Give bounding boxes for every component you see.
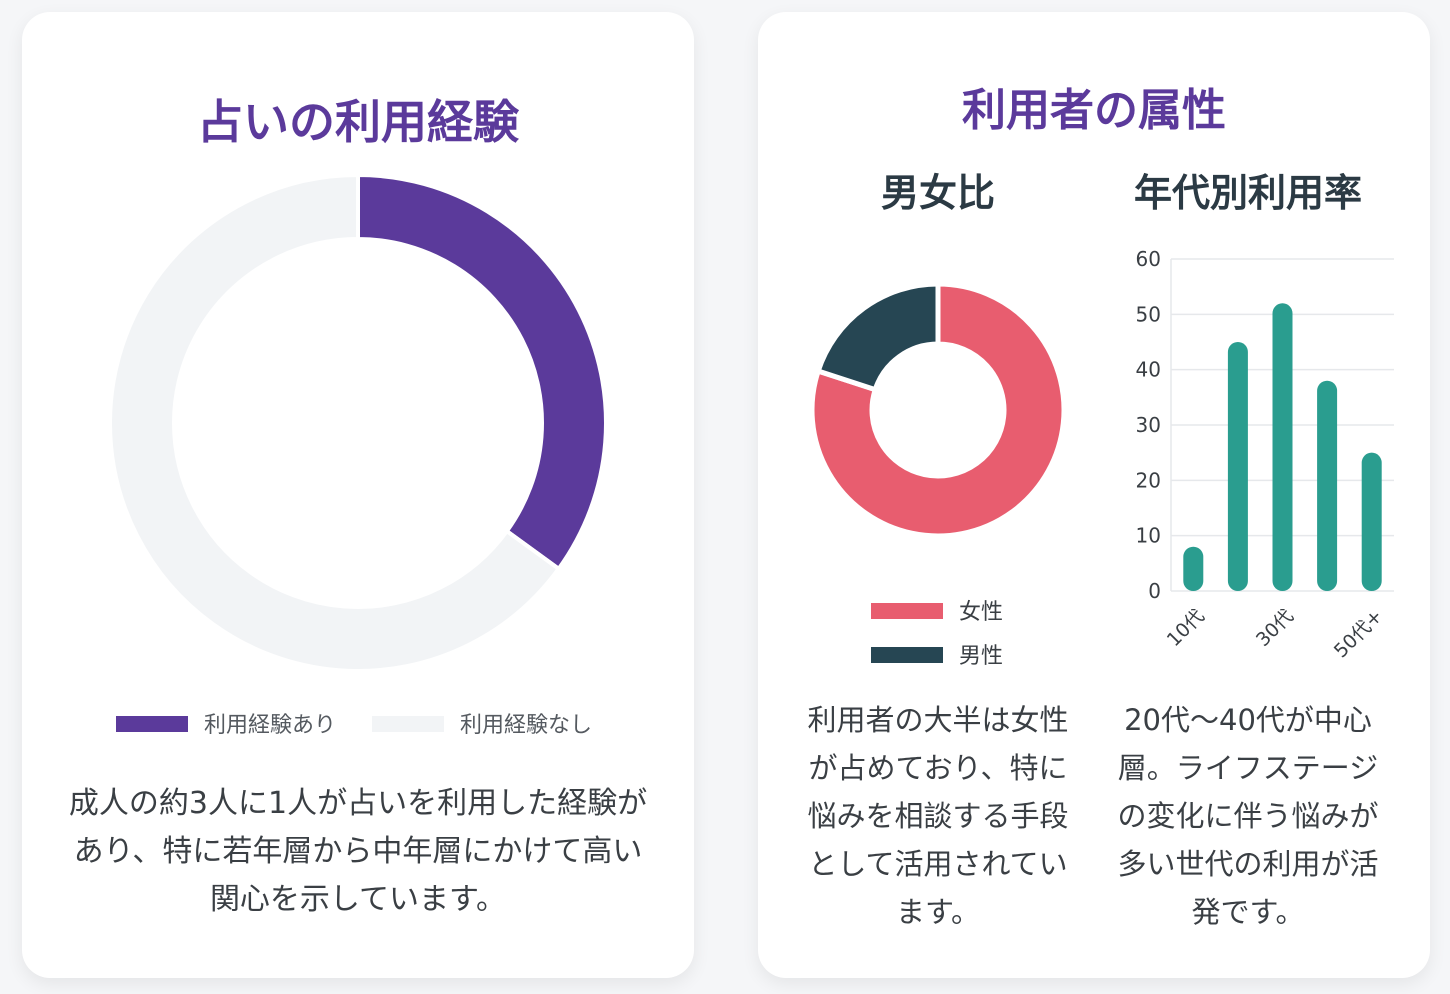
x-tick-label: 30代 bbox=[1252, 605, 1298, 651]
age-usage-title: 年代別利用率 bbox=[1133, 171, 1362, 215]
x-tick-label: 10代 bbox=[1163, 605, 1209, 651]
bar-20代 bbox=[1227, 342, 1248, 591]
age-usage-description: 20代〜40代が中心層。ライフステージの変化に伴う悩みが多い世代の利用が活発です… bbox=[1117, 703, 1379, 929]
gender-ratio-title: 男女比 bbox=[880, 171, 995, 215]
y-tick-label: 60 bbox=[1136, 247, 1161, 271]
gender-legend-label-2: 男性 bbox=[959, 644, 1003, 669]
age-usage-chart: 0 10 20 30 40 50 60 10代 30代 50代+ bbox=[1136, 247, 1394, 662]
y-tick-label: 10 bbox=[1136, 524, 1161, 548]
usage-experience-card: 占いの利用経験 利用経験あり 利用経験なし 成人の約3人に1人が占いを利用した経験… bbox=[22, 12, 694, 978]
user-attributes-title: 利用者の属性 bbox=[962, 85, 1226, 136]
user-attributes-card: 利用者の属性 男女比 年代別利用率 女性男性 0 10 20 30 40 50 60 10代 3… bbox=[758, 12, 1430, 978]
y-tick-label: 30 bbox=[1136, 413, 1161, 437]
bar-50代+ bbox=[1361, 452, 1382, 591]
bar-10代 bbox=[1183, 546, 1204, 591]
gender-legend-swatch-2 bbox=[871, 647, 943, 663]
legend-swatch-2 bbox=[372, 716, 444, 732]
usage-experience-description: 成人の約3人に1人が占いを利用した経験があり、特に若年層から中年層にかけて高い関… bbox=[68, 786, 648, 917]
usage-experience-slice-2 bbox=[108, 172, 562, 673]
y-tick-label: 20 bbox=[1136, 468, 1161, 492]
gender-ratio-slice-2 bbox=[815, 281, 941, 393]
gender-ratio-description: 利用者の大半は女性が占めており、特に悩みを相談する手段として活用されています。 bbox=[807, 703, 1069, 929]
x-tick-label: 50代+ bbox=[1330, 605, 1387, 662]
legend-label-2: 利用経験なし bbox=[460, 713, 592, 738]
bar-30代 bbox=[1272, 303, 1293, 591]
bar-40代 bbox=[1317, 380, 1338, 591]
y-tick-label: 40 bbox=[1136, 358, 1161, 382]
usage-experience-chart: 利用経験あり 利用経験なし bbox=[108, 172, 608, 738]
usage-experience-title: 占いの利用経験 bbox=[197, 95, 519, 149]
y-tick-label: 50 bbox=[1136, 302, 1161, 326]
gender-legend-swatch-1 bbox=[871, 603, 943, 619]
legend-label-1: 利用経験あり bbox=[204, 713, 336, 738]
y-tick-label: 0 bbox=[1148, 579, 1161, 603]
gender-legend-label-1: 女性 bbox=[959, 600, 1003, 625]
usage-experience-slice-1 bbox=[356, 172, 608, 572]
legend-swatch-1 bbox=[116, 716, 188, 732]
gender-ratio-slice-1 bbox=[809, 281, 1067, 539]
